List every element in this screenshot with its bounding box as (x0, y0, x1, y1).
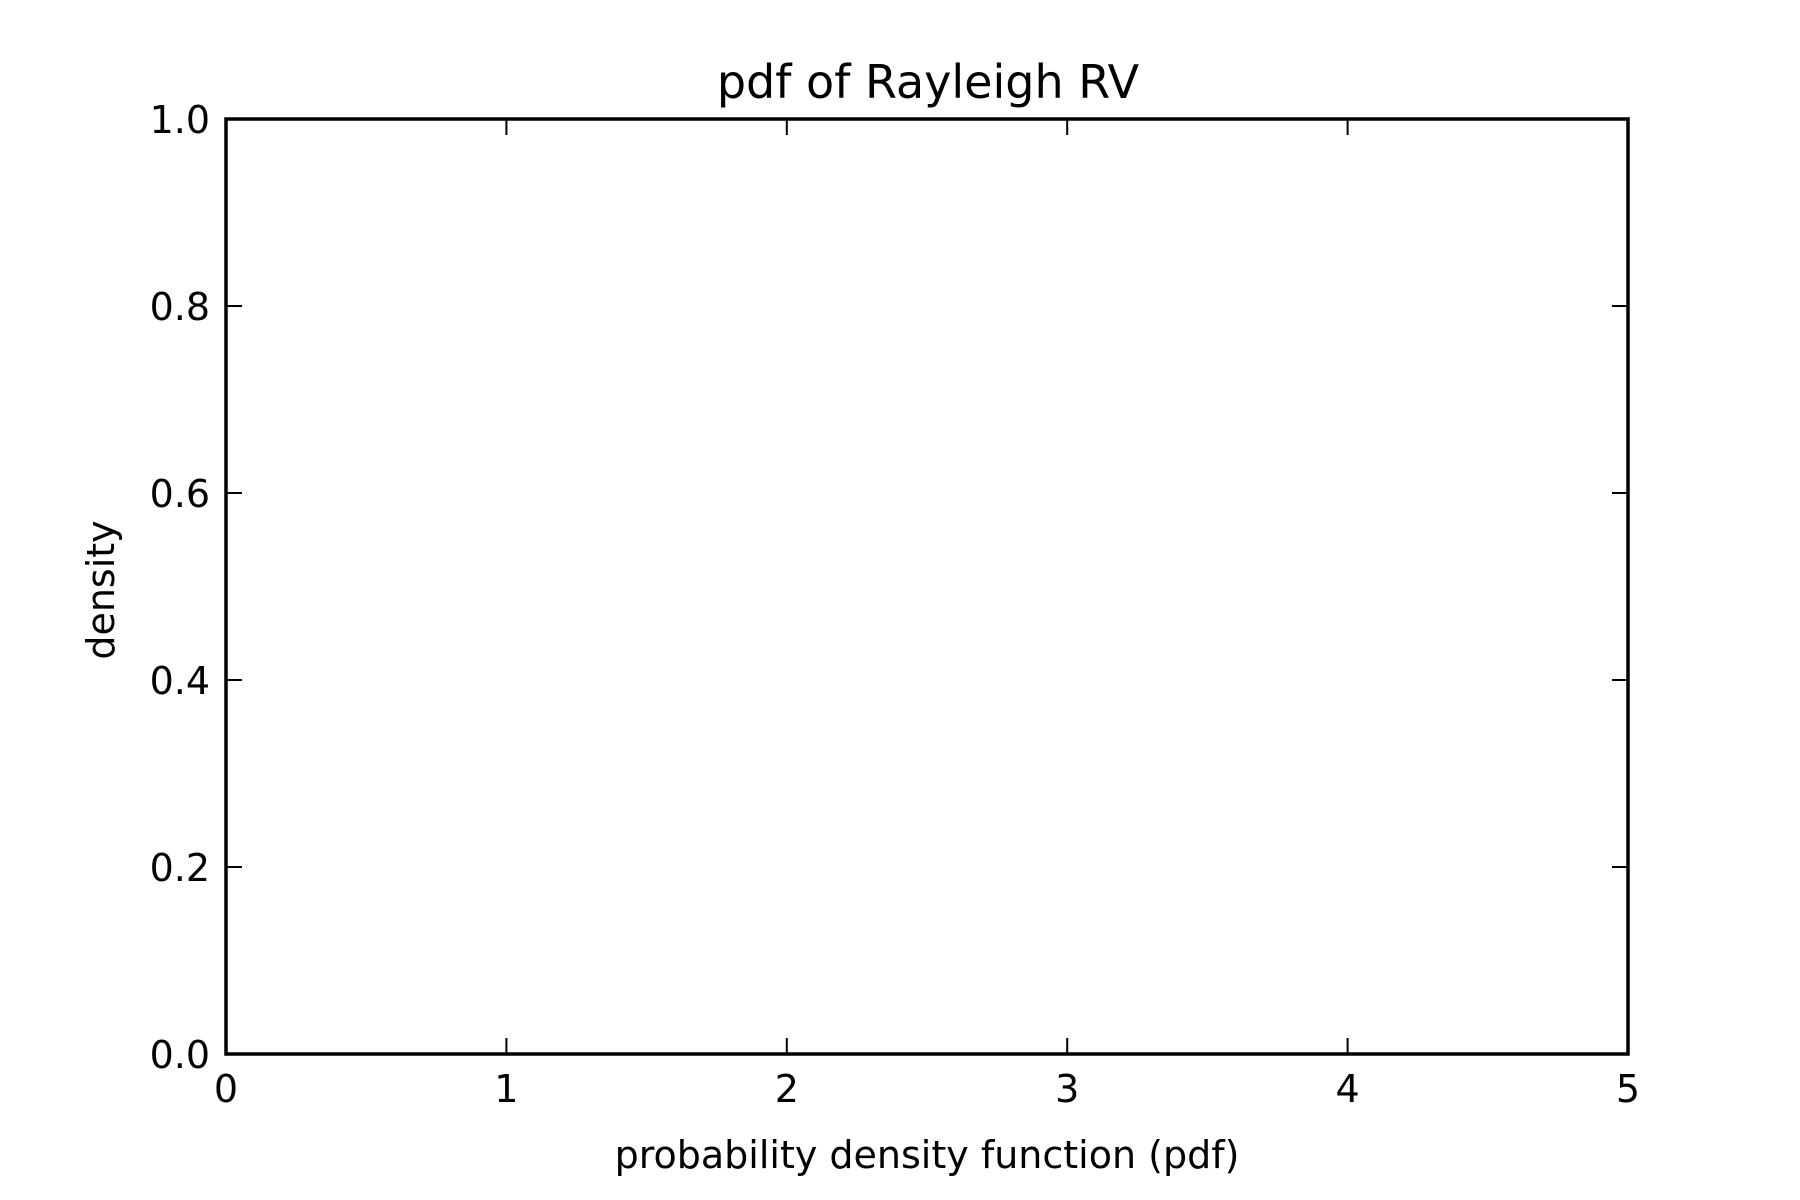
plot-frame (224, 117, 1630, 1056)
x-tick-label-5: 5 (1616, 1067, 1640, 1111)
chart-title: pdf of Rayleigh RV (717, 55, 1140, 109)
x-tick-label-2: 2 (775, 1067, 799, 1111)
y-tick-label-3: 0.6 (150, 472, 210, 516)
x-tick-label-1: 1 (494, 1067, 518, 1111)
x-axis-label: probability density function (pdf) (615, 1133, 1240, 1177)
y-tick-label-2: 0.4 (150, 659, 210, 703)
y-axis-ticks: 0.0 0.2 0.4 0.6 0.8 1.0 (150, 98, 1628, 1077)
y-tick-label-5: 1.0 (150, 98, 210, 142)
x-tick-label-4: 4 (1336, 1067, 1360, 1111)
x-axis-ticks: 0 1 2 3 4 5 (214, 119, 1640, 1111)
y-tick-label-4: 0.8 (150, 285, 210, 329)
y-tick-label-1: 0.2 (150, 846, 210, 890)
y-tick-label-0: 0.0 (150, 1033, 210, 1077)
x-tick-label-0: 0 (214, 1067, 238, 1111)
x-tick-label-3: 3 (1055, 1067, 1079, 1111)
y-axis-label: density (79, 520, 123, 659)
